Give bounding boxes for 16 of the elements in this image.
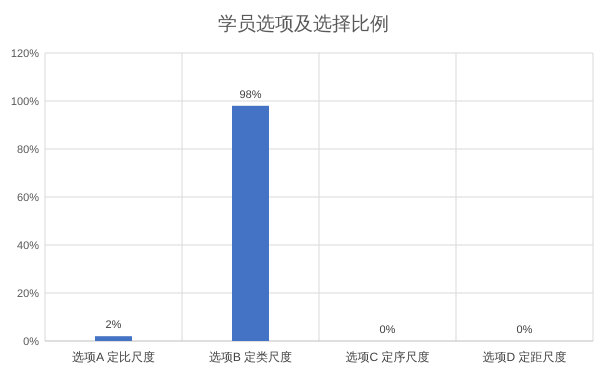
x-tick-label: 选项A 定比尺度 bbox=[72, 350, 155, 364]
y-tick-label: 80% bbox=[16, 144, 40, 156]
data-label: 2% bbox=[106, 319, 122, 332]
x-tick-label: 选项C 定序尺度 bbox=[346, 350, 430, 364]
y-tick-label: 60% bbox=[16, 192, 40, 204]
y-tick-label: 100% bbox=[10, 96, 40, 108]
x-tick-label: 选项B 定类尺度 bbox=[208, 350, 292, 364]
y-tick-label: 0% bbox=[23, 336, 40, 348]
y-tick-label: 120% bbox=[10, 48, 40, 60]
y-tick-label: 40% bbox=[16, 240, 40, 252]
x-tick-label: 选项D 定距尺度 bbox=[482, 350, 566, 364]
data-label: 0% bbox=[380, 324, 396, 336]
data-label: 98% bbox=[239, 88, 262, 101]
chart-title: 学员选项及选择比例 bbox=[218, 14, 389, 35]
data-label: 0% bbox=[516, 324, 533, 336]
y-tick-label: 20% bbox=[16, 288, 40, 300]
